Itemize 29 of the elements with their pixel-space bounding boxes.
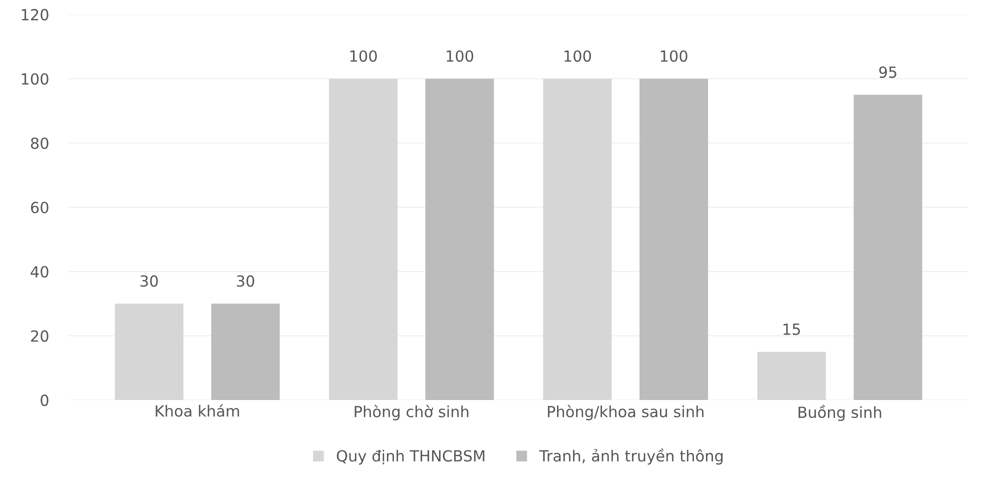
- data-label: 100: [350, 50, 377, 62]
- data-label: 30: [140, 275, 158, 287]
- data-label: 15: [784, 324, 800, 336]
- y-tick-label: 120: [22, 8, 48, 20]
- data-label: 30: [236, 275, 254, 287]
- x-tick-label: Buồng sinh: [798, 404, 882, 422]
- y-tick-label: 60: [30, 202, 48, 214]
- x-tick-label: Phòng chờ sinh: [354, 404, 468, 420]
- data-label: 100: [660, 50, 688, 62]
- data-label: 95: [879, 66, 896, 78]
- bar: [114, 304, 184, 400]
- bar: [757, 352, 826, 400]
- x-tick-label: Khoa khám: [156, 404, 240, 417]
- data-label: 100: [446, 50, 474, 62]
- bar: [211, 304, 280, 400]
- bar: [329, 78, 398, 400]
- bar: [543, 78, 612, 400]
- y-tick-label: 100: [22, 73, 48, 85]
- legend-label: Quy định THNCBSM: [336, 450, 484, 465]
- y-tick-label: 20: [31, 330, 48, 342]
- x-tick-label: Phòng/khoa sau sinh: [548, 404, 704, 420]
- legend-label: Tranh, ảnh truyền thông: [539, 448, 723, 465]
- y-tick-label: 0: [40, 394, 48, 406]
- y-tick-label: 40: [30, 266, 48, 278]
- bar: [640, 78, 708, 400]
- bar: [854, 94, 922, 400]
- bar: [425, 78, 494, 400]
- y-tick-label: 80: [30, 137, 48, 150]
- data-label: 100: [564, 50, 591, 62]
